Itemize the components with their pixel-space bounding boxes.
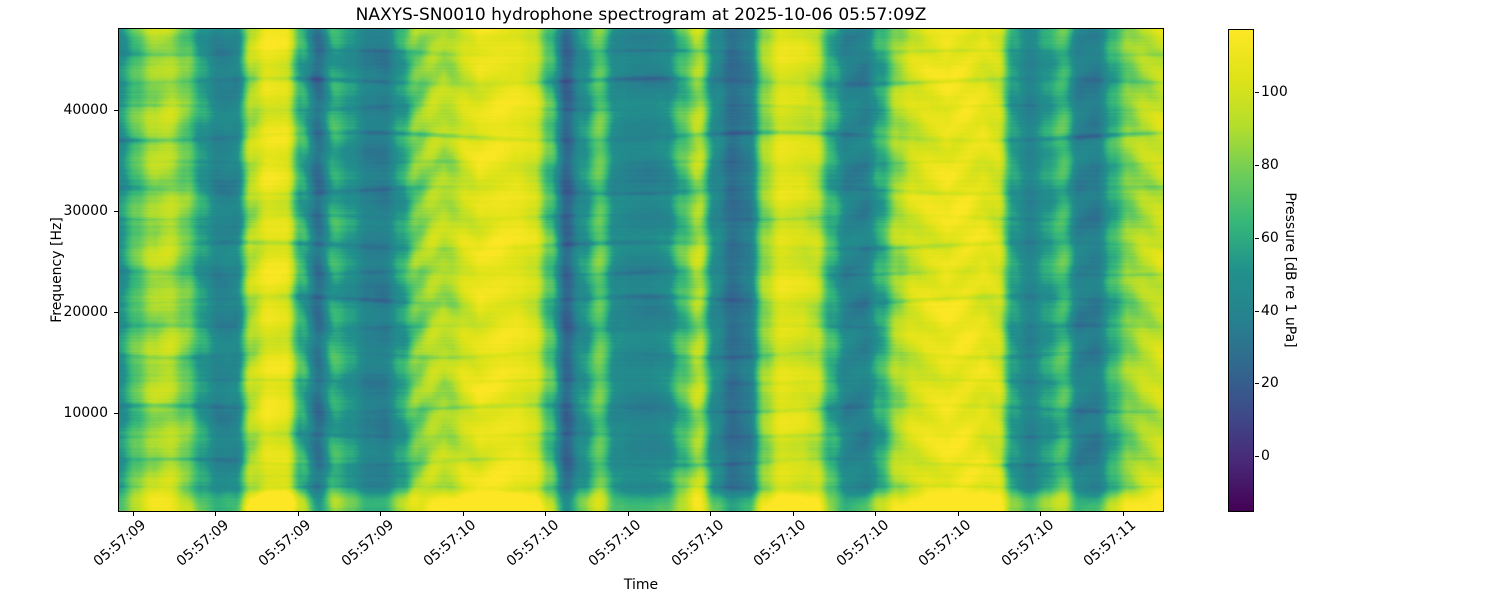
colorbar-tick-mark [1255, 456, 1259, 458]
x-tick-label: 05:57:09 [338, 517, 397, 570]
y-tick-label: 20000 [63, 303, 108, 320]
colorbar-tick-mark [1255, 237, 1259, 239]
y-tick-mark [114, 311, 118, 313]
x-tick-mark [545, 512, 547, 516]
y-tick-mark [114, 412, 118, 414]
colorbar-tick-label: 60 [1261, 229, 1279, 246]
colorbar-tick-label: 20 [1261, 375, 1279, 392]
x-tick-mark [1040, 512, 1042, 516]
x-tick-label: 05:57:10 [750, 517, 810, 570]
x-tick-mark [380, 512, 382, 516]
colorbar-tick-mark [1255, 91, 1259, 93]
x-tick-label: 05:57:10 [503, 517, 562, 570]
colorbar-tick-label: 0 [1261, 448, 1270, 465]
y-tick-label: 10000 [63, 404, 108, 421]
x-tick-mark [957, 512, 959, 516]
x-tick-label: 05:57:09 [90, 517, 150, 570]
colorbar [1228, 29, 1254, 512]
chart-title: NAXYS-SN0010 hydrophone spectrogram at 2… [355, 5, 927, 25]
y-tick-mark [114, 210, 118, 212]
x-tick-mark [627, 512, 629, 516]
colorbar-tick-label: 40 [1261, 302, 1279, 319]
x-tick-mark [215, 512, 217, 516]
x-tick-mark [462, 512, 464, 516]
x-tick-label: 05:57:09 [255, 517, 315, 570]
colorbar-tick-label: 100 [1261, 83, 1288, 100]
x-tick-mark [297, 512, 299, 516]
x-tick-mark [1122, 512, 1124, 516]
x-tick-label: 05:57:10 [833, 517, 892, 570]
x-tick-mark [875, 512, 877, 516]
x-tick-label: 05:57:10 [420, 517, 480, 570]
spectrogram-heatmap [119, 29, 1163, 511]
x-tick-label: 05:57:10 [668, 517, 727, 570]
colorbar-tick-mark [1255, 383, 1259, 385]
colorbar-label: Pressure [dB re 1 uPa] [1282, 192, 1298, 348]
x-tick-label: 05:57:10 [585, 517, 645, 570]
x-tick-mark [710, 512, 712, 516]
colorbar-tick-mark [1255, 310, 1259, 312]
x-axis-label: Time [623, 577, 659, 593]
y-tick-mark [114, 109, 118, 111]
x-tick-label: 05:57:10 [915, 517, 975, 570]
x-tick-label: 05:57:11 [1080, 517, 1140, 570]
x-tick-mark [792, 512, 794, 516]
colorbar-tick-mark [1255, 164, 1259, 166]
x-tick-label: 05:57:09 [173, 517, 232, 570]
x-tick-mark [132, 512, 134, 516]
colorbar-tick-label: 80 [1261, 156, 1279, 173]
y-tick-label: 30000 [63, 202, 108, 219]
x-tick-label: 05:57:10 [998, 517, 1057, 570]
y-tick-label: 40000 [63, 101, 108, 118]
